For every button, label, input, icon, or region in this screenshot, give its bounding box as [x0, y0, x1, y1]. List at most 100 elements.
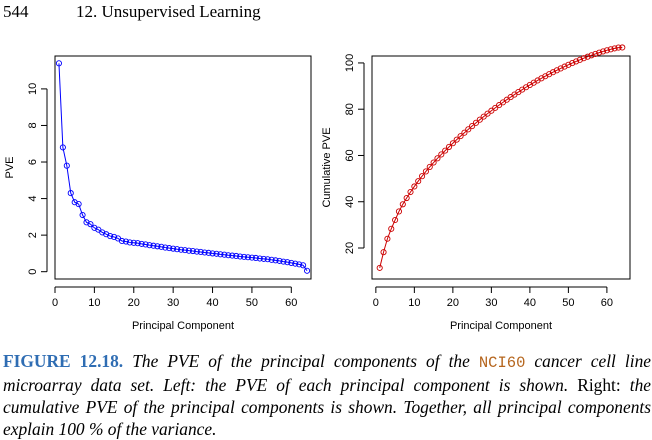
figure-label: FIGURE 12.18.: [3, 351, 124, 371]
data-point: [407, 188, 414, 196]
x-tick-label: 40: [206, 297, 218, 309]
data-point: [607, 46, 614, 53]
x-tick-label: 30: [167, 297, 179, 309]
data-point: [438, 151, 445, 158]
y-tick-label: 100: [344, 54, 356, 72]
data-point: [615, 44, 622, 51]
data-point: [434, 155, 441, 162]
y-tick-label: 4: [27, 196, 39, 202]
data-point: [488, 107, 495, 114]
data-point: [476, 116, 483, 123]
data-point: [111, 233, 118, 241]
data-point: [221, 251, 228, 258]
figure-caption: FIGURE 12.18. The PVE of the principal c…: [3, 350, 651, 440]
data-point: [384, 235, 391, 242]
data-point: [561, 63, 568, 70]
data-point: [91, 224, 98, 231]
data-point: [442, 147, 449, 154]
x-tick-label: 50: [562, 297, 574, 309]
data-point: [170, 245, 177, 252]
y-tick-label: 80: [344, 103, 356, 115]
y-tick-label: 10: [27, 83, 39, 95]
data-point: [189, 247, 196, 255]
data-point: [252, 254, 259, 262]
caption-text-2: cancer cell line microarray data set. Le…: [3, 351, 651, 395]
chart-panel-left: 0 10 20 30 40 50 60 0 2 4 6 8 10 Principal Component P…: [4, 55, 312, 332]
data-point: [79, 211, 86, 219]
data-point: [118, 237, 126, 245]
data-point: [268, 256, 275, 263]
x-tick-label: 30: [485, 297, 497, 309]
y-tick-label: 6: [27, 159, 39, 165]
x-tick-label: 40: [524, 297, 536, 309]
data-point: [484, 110, 491, 117]
data-point: [174, 246, 181, 253]
data-point: [592, 50, 599, 57]
data-point: [217, 251, 224, 258]
data-point: [461, 129, 468, 136]
y-tick-label: 8: [27, 122, 39, 128]
data-point: [469, 122, 476, 130]
data-point: [296, 261, 303, 268]
data-point: [426, 163, 433, 170]
data-point: [292, 260, 299, 267]
data-point: [576, 56, 583, 63]
data-point: [209, 250, 216, 257]
data-point: [272, 257, 279, 264]
data-point: [588, 52, 595, 59]
data-point: [453, 136, 460, 143]
data-point: [445, 143, 453, 150]
data-point: [430, 159, 437, 166]
x-axis-label: Principal Component: [450, 320, 552, 332]
data-point: [233, 252, 240, 260]
x-tick-label: 60: [285, 297, 297, 309]
data-point: [99, 229, 106, 236]
data-point: [162, 244, 169, 251]
x-tick-label: 20: [447, 297, 459, 309]
data-point: [59, 144, 66, 151]
x-tick-label: 0: [52, 297, 58, 309]
data-point: [569, 60, 576, 67]
data-point: [580, 55, 587, 62]
data-point: [288, 259, 295, 266]
data-point: [395, 208, 403, 215]
figure-charts: 0 10 20 30 40 50 60 0 2 4 6 8 10 Principal Component P…: [4, 44, 631, 332]
caption-text-1: The PVE of the principal components of t…: [123, 351, 479, 371]
y-tick-label: 2: [27, 232, 39, 238]
data-point: [449, 140, 456, 147]
data-point: [103, 231, 110, 238]
data-point: [304, 267, 311, 274]
data-point: [83, 219, 90, 226]
data-point: [403, 194, 410, 202]
data-point: [611, 45, 618, 52]
data-point: [619, 44, 626, 51]
y-tick-label: 0: [27, 269, 39, 275]
data-point: [399, 201, 406, 208]
data-point: [154, 243, 161, 250]
y-tick-label: 60: [344, 149, 356, 161]
chart-panel-right: 0 10 20 30 40 50 60 20 40 60 80 100 Principal Compon…: [321, 44, 631, 332]
data-point: [380, 249, 387, 256]
data-point: [63, 162, 70, 169]
data-point: [87, 221, 94, 228]
data-point: [280, 258, 287, 265]
series-line: [379, 46, 623, 269]
series-line: [58, 63, 308, 272]
data-point: [181, 247, 189, 254]
data-point: [67, 190, 74, 197]
y-tick-label: 40: [344, 196, 356, 208]
data-point: [75, 201, 82, 208]
data-point: [415, 178, 422, 185]
x-tick-label: 10: [408, 297, 420, 309]
data-point: [197, 248, 204, 255]
data-point: [553, 67, 560, 74]
data-point: [603, 47, 610, 54]
data-point: [422, 168, 429, 175]
x-tick-label: 50: [246, 297, 258, 309]
data-point: [300, 262, 307, 269]
data-point: [134, 240, 141, 247]
data-point: [480, 113, 487, 120]
y-axis-label: PVE: [4, 156, 16, 178]
data-point: [264, 256, 271, 263]
data-point: [248, 254, 255, 261]
